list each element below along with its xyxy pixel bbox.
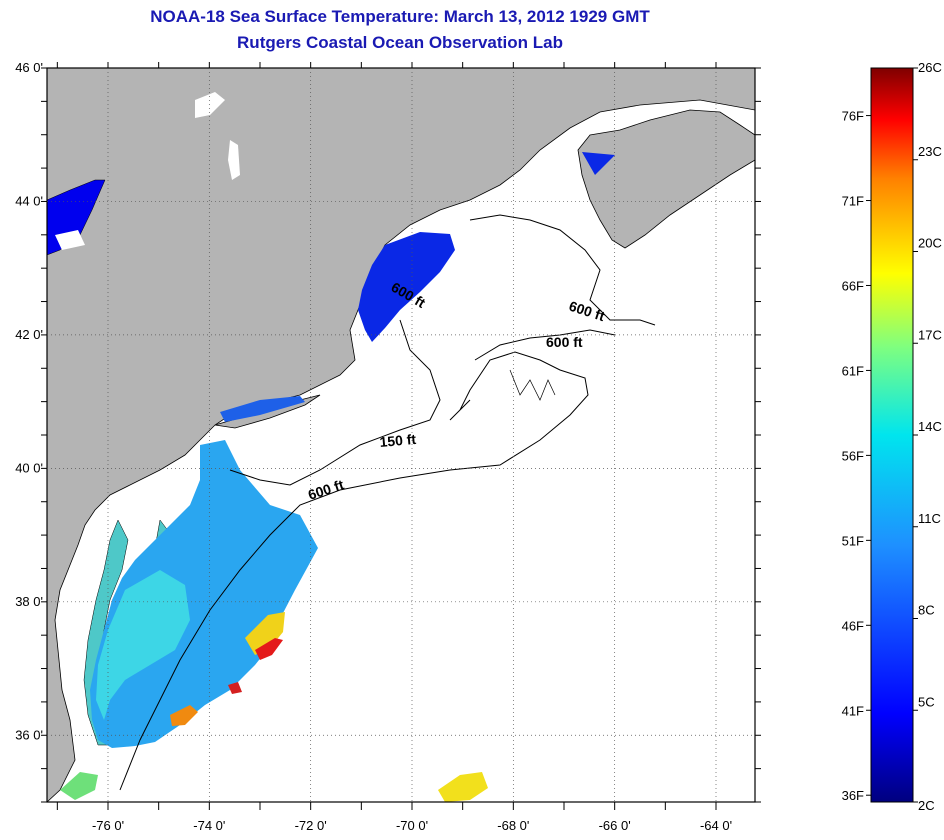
colorbar-f-label: 56F — [842, 448, 864, 463]
contour-label-150ft: 150 ft — [379, 431, 417, 450]
colorbar-f-label: 66F — [842, 278, 864, 293]
sst-long-island-sound — [220, 396, 305, 422]
colorbar-f-label: 51F — [842, 533, 864, 548]
sst-gulf-of-maine-cold — [358, 232, 455, 342]
map-subtitle: Rutgers Coastal Ocean Observation Lab — [237, 33, 563, 52]
colorbar-c-label: 17C — [918, 327, 942, 342]
lon-tick-label: -74 0' — [193, 818, 225, 833]
contour-shoal-georges — [509, 369, 556, 401]
sst-south-yellow — [438, 772, 488, 802]
graticule — [41, 62, 761, 810]
lat-tick-label: 36 0' — [15, 727, 43, 742]
sst-south-coast-green — [60, 772, 98, 800]
lon-tick-label: -64 0' — [700, 818, 732, 833]
lon-tick-label: -76 0' — [92, 818, 124, 833]
sst-bay-of-fundy-cold — [582, 152, 615, 175]
sst-shelf-mid-atlantic — [90, 440, 318, 748]
lat-tick-label: 42 0' — [15, 327, 43, 342]
colorbar-c-label: 14C — [918, 419, 942, 434]
lake-white-3 — [55, 230, 85, 250]
colorbar-f-label: 36F — [842, 788, 864, 803]
contour-label-600ft-georges: 600 ft — [546, 334, 583, 350]
contour-600ft-shelf-edge — [119, 351, 589, 791]
colorbar-fahrenheit-labels: 76F 71F 66F 61F 56F 51F 46F 41F 36F — [842, 109, 871, 803]
latitude-labels: 46 0' 44 0' 42 0' 40 0' 38 0' 36 0' — [15, 60, 43, 742]
colorbar-c-label: 5C — [918, 694, 935, 709]
map-title: NOAA-18 Sea Surface Temperature: March 1… — [150, 7, 650, 26]
colorbar-f-label: 41F — [842, 703, 864, 718]
lon-tick-label: -72 0' — [295, 818, 327, 833]
lon-tick-label: -70 0' — [396, 818, 428, 833]
lat-tick-label: 46 0' — [15, 60, 43, 75]
lat-tick-label: 38 0' — [15, 594, 43, 609]
colorbar-celsius-labels: 26C 23C 20C 17C 14C 11C 8C 5C 2C — [913, 60, 942, 813]
colorbar-c-label: 26C — [918, 60, 942, 75]
colorbar-c-label: 8C — [918, 603, 935, 618]
colorbar-f-label: 61F — [842, 363, 864, 378]
longitude-labels: -76 0' -74 0' -72 0' -70 0' -68 0' -66 0' -64 … — [92, 818, 732, 833]
lon-tick-label: -66 0' — [599, 818, 631, 833]
colorbar — [870, 67, 914, 803]
colorbar-c-label: 2C — [918, 798, 935, 813]
colorbar-f-label: 46F — [842, 618, 864, 633]
sst-warm-front-yellow — [245, 612, 285, 655]
colorbar-f-label: 76F — [842, 109, 864, 124]
land-nova-scotia — [577, 109, 755, 249]
lon-tick-label: -68 0' — [497, 818, 529, 833]
lake-white-1 — [195, 92, 225, 118]
sst-warm-patch-orange — [170, 705, 198, 726]
sst-warm-front-red — [255, 638, 283, 660]
colorbar-f-label: 71F — [842, 194, 864, 209]
contour-600ft-gulf-maine — [469, 214, 656, 326]
colorbar-c-label: 20C — [918, 236, 942, 251]
sst-shelf-inner-cyan — [96, 570, 190, 720]
sst-warm-patch-red-small — [228, 682, 242, 694]
colorbar-c-label: 11C — [918, 511, 941, 526]
lat-tick-label: 44 0' — [15, 193, 43, 208]
lat-tick-label: 40 0' — [15, 460, 43, 475]
contour-600ft-georges — [474, 329, 616, 361]
lake-white-2 — [228, 140, 240, 180]
contour-150ft — [229, 319, 441, 486]
colorbar-c-label: 23C — [918, 144, 942, 159]
